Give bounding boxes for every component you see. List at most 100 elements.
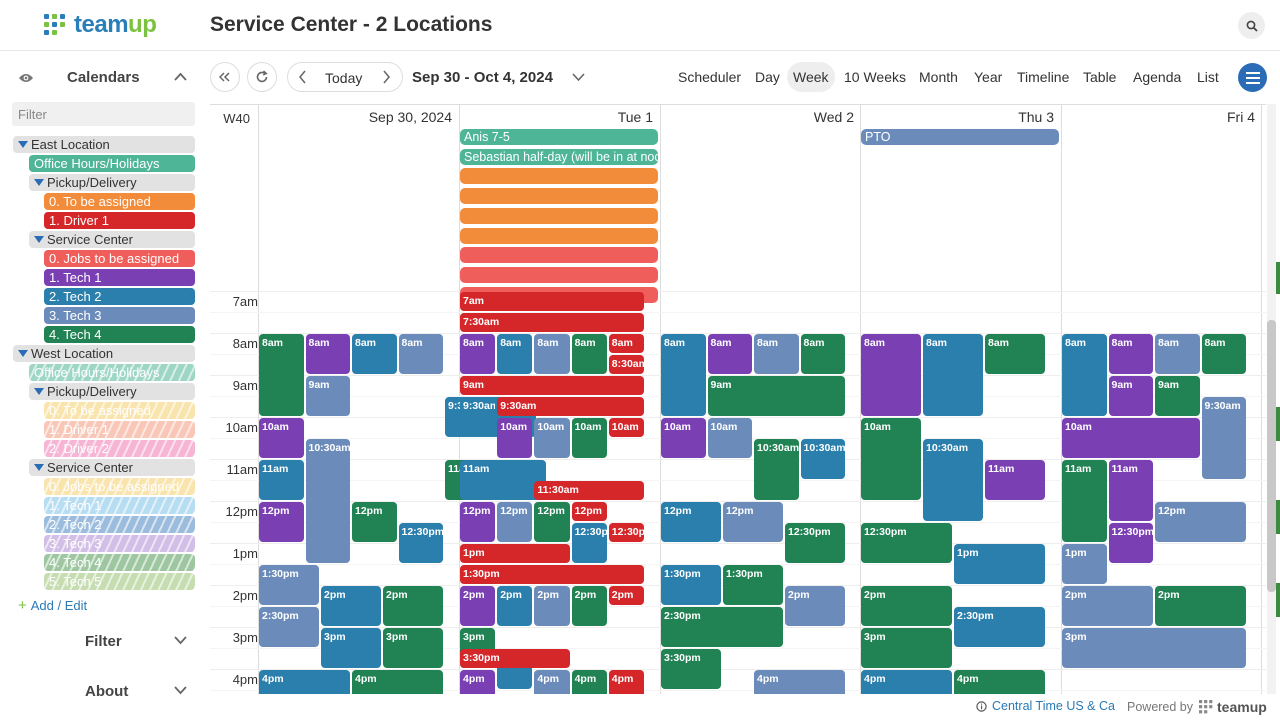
chevron-up-icon[interactable] — [174, 72, 187, 81]
event-block[interactable]: 11am — [985, 460, 1045, 500]
calendar-group-toggle[interactable]: East Location — [13, 136, 195, 153]
event-block[interactable]: 8am — [398, 334, 443, 374]
all-day-event[interactable] — [460, 266, 658, 283]
event-block[interactable]: 8am — [305, 334, 350, 374]
today-button[interactable]: Today — [325, 70, 363, 86]
day-header[interactable]: Fri 4 — [1227, 109, 1255, 125]
event-block[interactable]: 11am — [1062, 460, 1107, 542]
event-block[interactable]: 4pm — [352, 670, 443, 694]
event-block[interactable]: 8am — [985, 334, 1045, 374]
calendar-item[interactable]: 0. Jobs to be assigned — [44, 478, 195, 495]
event-block[interactable]: 8am — [1201, 334, 1246, 374]
event-block[interactable]: 8am — [923, 334, 983, 416]
event-block[interactable]: 2pm — [383, 586, 443, 626]
event-block[interactable]: 9:30am — [460, 397, 496, 437]
event-block[interactable]: 10:30am — [754, 439, 799, 500]
event-block[interactable]: 11am — [460, 460, 546, 500]
timezone-link[interactable]: Central Time US & Ca — [976, 699, 1115, 713]
event-block[interactable]: 2pm — [497, 586, 533, 626]
event-block[interactable]: 2pm — [861, 586, 952, 626]
all-day-event[interactable]: Sebastian half-day (will be in at noon) — [460, 148, 658, 165]
calendar-item[interactable]: 3. Tech 3 — [44, 307, 195, 324]
event-block[interactable]: 4pm — [861, 670, 952, 694]
event-block[interactable]: 10am — [534, 418, 570, 458]
event-block[interactable]: 10am — [707, 418, 752, 458]
all-day-event[interactable]: Anis 7-5 — [460, 129, 658, 145]
calendar-item[interactable]: 4. Tech 4 — [44, 326, 195, 343]
calendar-group-toggle[interactable]: Service Center — [29, 231, 195, 248]
event-block[interactable]: 8am — [259, 334, 304, 416]
event-block[interactable]: 9am — [1108, 376, 1153, 416]
event-block[interactable]: 12pm — [571, 502, 607, 521]
day-header[interactable]: Wed 2 — [813, 109, 854, 125]
event-block[interactable]: 1pm — [1062, 544, 1107, 584]
event-block[interactable]: 3pm — [321, 628, 381, 668]
event-block[interactable]: 11:30am — [534, 481, 644, 500]
calendar-item[interactable]: 3. Tech 3 — [44, 535, 195, 552]
event-block[interactable]: 10am — [861, 418, 921, 500]
calendar-item[interactable]: 1. Driver 1 — [44, 212, 195, 229]
event-block[interactable]: 2:30pm — [661, 607, 783, 647]
event-block[interactable]: 8am — [800, 334, 845, 374]
event-block[interactable]: 8:30am — [608, 355, 644, 374]
event-block[interactable]: 8am — [352, 334, 397, 374]
event-block[interactable]: 1:30pm — [661, 565, 721, 605]
event-block[interactable]: 1:30pm — [460, 565, 644, 584]
event-block[interactable]: 12:30pm — [785, 523, 845, 563]
all-day-event[interactable] — [460, 207, 658, 224]
event-block[interactable]: 10am — [497, 418, 533, 458]
event-block[interactable]: 11am — [1108, 460, 1153, 521]
event-block[interactable]: 10am — [608, 418, 644, 437]
event-block[interactable]: 10:30am — [923, 439, 983, 521]
event-block[interactable]: 8am — [1155, 334, 1200, 374]
event-block[interactable]: 8am — [534, 334, 570, 374]
main-menu-button[interactable] — [1238, 63, 1267, 92]
event-block[interactable]: 8am — [861, 334, 921, 416]
event-block[interactable]: 2pm — [534, 586, 570, 626]
collapse-sidebar-button[interactable] — [210, 62, 240, 92]
event-block[interactable]: 2pm — [321, 586, 381, 626]
view-tab-day[interactable]: Day — [755, 69, 780, 85]
event-block[interactable]: 8am — [497, 334, 533, 374]
calendar-item[interactable]: 1. Driver 1 — [44, 421, 195, 438]
event-block[interactable]: 12:30pm — [608, 523, 644, 542]
all-day-event[interactable] — [460, 168, 658, 185]
all-day-event[interactable] — [460, 188, 658, 205]
event-block[interactable]: 8am — [1108, 334, 1153, 374]
eye-icon[interactable] — [18, 72, 34, 84]
event-block[interactable]: 8am — [1062, 334, 1107, 416]
event-block[interactable]: 3pm — [383, 628, 443, 668]
event-block[interactable]: 3pm — [1062, 628, 1246, 668]
event-block[interactable]: 10am — [661, 418, 706, 458]
event-block[interactable]: 8am — [460, 334, 496, 374]
powered-by[interactable]: Powered by teamup — [1127, 699, 1267, 715]
event-block[interactable]: 4pm — [608, 670, 644, 694]
calendar-filter-input[interactable] — [12, 102, 195, 126]
calendar-item[interactable]: 4. Tech 4 — [44, 554, 195, 571]
event-block[interactable]: 12pm — [661, 502, 721, 542]
event-block[interactable]: 4pm — [534, 670, 570, 694]
event-block[interactable]: 12pm — [534, 502, 570, 542]
event-block[interactable]: 2pm — [608, 586, 644, 605]
event-block[interactable]: 3:30pm — [460, 649, 570, 668]
calendar-group-toggle[interactable]: Service Center — [29, 459, 195, 476]
view-tab-list[interactable]: List — [1197, 69, 1219, 85]
event-block[interactable]: 2pm — [785, 586, 845, 626]
all-day-event[interactable]: PTO — [861, 129, 1059, 145]
event-block[interactable]: 2pm — [1062, 586, 1153, 626]
event-block[interactable]: 10am — [1062, 418, 1200, 458]
calendar-item[interactable]: 0. To be assigned — [44, 193, 195, 210]
event-block[interactable]: 12pm — [497, 502, 533, 542]
event-block[interactable]: 3:30pm — [661, 649, 721, 689]
event-block[interactable]: 10am — [571, 418, 607, 458]
view-tab-agenda[interactable]: Agenda — [1133, 69, 1182, 85]
event-block[interactable]: 8am — [707, 334, 752, 374]
about-section-toggle[interactable]: About — [12, 680, 195, 704]
event-block[interactable]: 7:30am — [460, 313, 644, 332]
event-block[interactable]: 8am — [571, 334, 607, 374]
event-block[interactable]: 2pm — [460, 586, 496, 626]
event-block[interactable]: 4pm — [954, 670, 1045, 694]
calendar-item[interactable]: 5. Tech 5 — [44, 573, 195, 590]
event-block[interactable]: 3pm — [861, 628, 952, 668]
event-block[interactable]: 4pm — [754, 670, 845, 694]
